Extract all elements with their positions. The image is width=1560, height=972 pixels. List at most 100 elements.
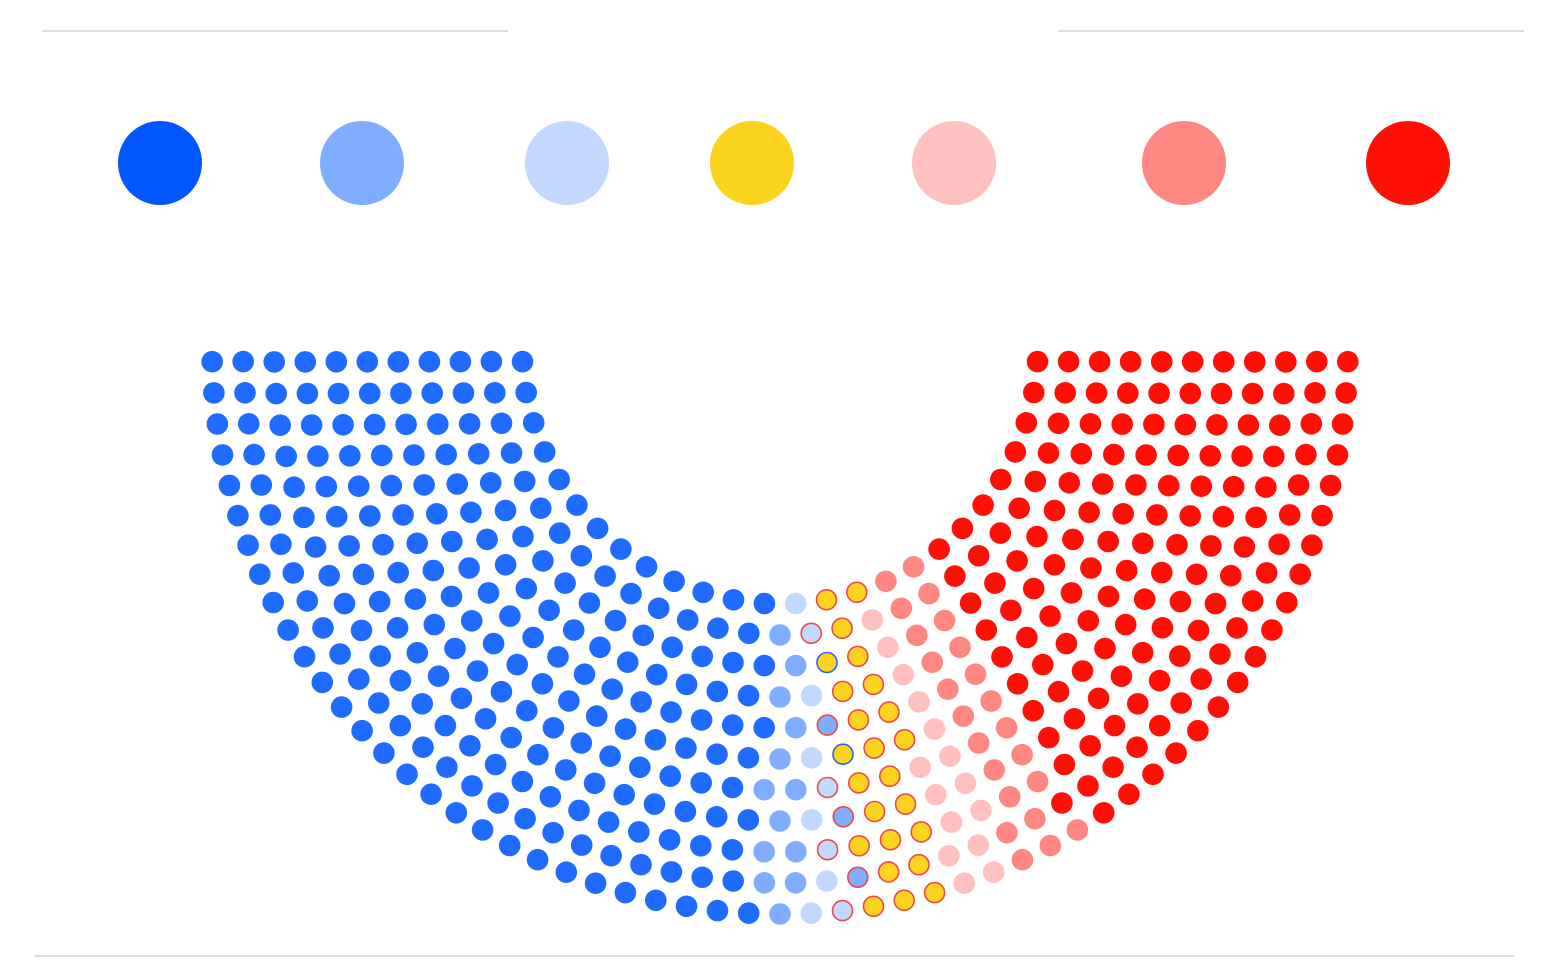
seat-111 (427, 665, 450, 687)
seat-227 (769, 686, 791, 708)
seat-139 (461, 775, 483, 797)
seat-225 (769, 748, 791, 770)
seat-403 (1245, 506, 1267, 529)
seat-115 (586, 517, 609, 540)
seat-150 (573, 663, 596, 685)
seat-257 (847, 709, 870, 731)
seat-259 (879, 828, 902, 851)
seat-19 (421, 382, 444, 404)
seat-131 (610, 538, 632, 560)
seat-242 (816, 776, 839, 799)
seat-229 (769, 810, 791, 832)
seat-389 (1058, 472, 1081, 494)
seat-327 (1032, 653, 1054, 676)
seat-145 (471, 819, 494, 841)
seat-155 (498, 834, 521, 857)
seat-63 (338, 535, 360, 557)
seat-67 (372, 533, 394, 556)
seat-396 (1092, 473, 1114, 495)
seat-151 (558, 690, 580, 712)
seat-110 (515, 577, 538, 600)
seat-401 (1212, 505, 1235, 528)
seat-81 (312, 617, 334, 639)
seat-255 (863, 800, 886, 823)
seat-315 (1077, 775, 1099, 797)
seat-148 (604, 609, 627, 632)
seat-137 (547, 646, 569, 668)
seat-121 (450, 687, 473, 710)
seat-101 (406, 641, 429, 664)
seat-86 (530, 497, 552, 519)
seat-351 (989, 522, 1012, 544)
seat-168 (568, 799, 590, 822)
seat-37 (339, 445, 361, 467)
seat-376 (1097, 530, 1119, 553)
seat-342 (1148, 714, 1171, 737)
seat-382 (1241, 590, 1264, 612)
seat-119 (466, 660, 489, 682)
seat-85 (476, 528, 498, 551)
seat-363 (1226, 671, 1249, 694)
seat-448 (1181, 351, 1204, 373)
seat-194 (645, 889, 667, 912)
seat-38 (250, 474, 273, 496)
seat-378 (1204, 592, 1227, 615)
seat-44 (522, 412, 545, 434)
seat-103 (548, 522, 571, 544)
seat-311 (1053, 753, 1076, 776)
seat-411 (1222, 475, 1245, 498)
seat-424 (1295, 443, 1317, 466)
seat-16 (327, 382, 350, 405)
seat-17 (358, 382, 381, 405)
seat-422 (1263, 445, 1285, 468)
seat-102 (477, 582, 500, 604)
seat-197 (690, 709, 713, 731)
seat-209 (721, 714, 744, 736)
seat-79 (494, 499, 517, 522)
seat-240 (800, 684, 823, 707)
seat-171 (555, 861, 578, 883)
seat-277 (877, 636, 899, 659)
seat-192 (691, 645, 713, 668)
seat-211 (738, 622, 760, 645)
seat-9 (449, 350, 472, 373)
seat-398 (1037, 442, 1060, 464)
seat-324 (1063, 708, 1086, 730)
seat-66 (426, 503, 448, 525)
seat-356 (1043, 554, 1066, 576)
seat-430 (1054, 382, 1076, 404)
seat-267 (923, 881, 946, 904)
seat-286 (970, 799, 992, 822)
seat-193 (675, 737, 697, 759)
seat-158 (555, 759, 577, 781)
seat-449 (1212, 351, 1235, 373)
seat-134 (594, 565, 616, 587)
seat-261 (863, 737, 885, 759)
seat-405 (1070, 443, 1093, 465)
seat-188 (675, 673, 698, 696)
seat-362 (1151, 617, 1174, 639)
seat-51 (293, 506, 315, 529)
seat-213 (721, 839, 744, 861)
seat-408 (1103, 443, 1125, 466)
seat-440 (1273, 382, 1295, 405)
top-right-rule (1058, 30, 1524, 32)
seat-320 (944, 565, 966, 587)
seat-191 (659, 765, 681, 787)
seat-113 (411, 693, 434, 715)
seat-136 (562, 619, 585, 641)
seat-358 (972, 494, 994, 516)
seat-437 (1179, 382, 1202, 405)
seat-28 (363, 413, 386, 436)
seat-269 (878, 701, 900, 723)
seat-185 (660, 701, 682, 723)
seat-427 (1023, 381, 1045, 404)
seat-100 (330, 696, 353, 718)
seat-331 (1103, 714, 1126, 737)
seat-332 (1126, 736, 1148, 758)
seat-234 (784, 654, 807, 677)
seat-22 (452, 382, 475, 404)
seat-298 (1024, 807, 1046, 830)
seat-318 (975, 619, 998, 641)
seat-364 (1080, 557, 1102, 579)
